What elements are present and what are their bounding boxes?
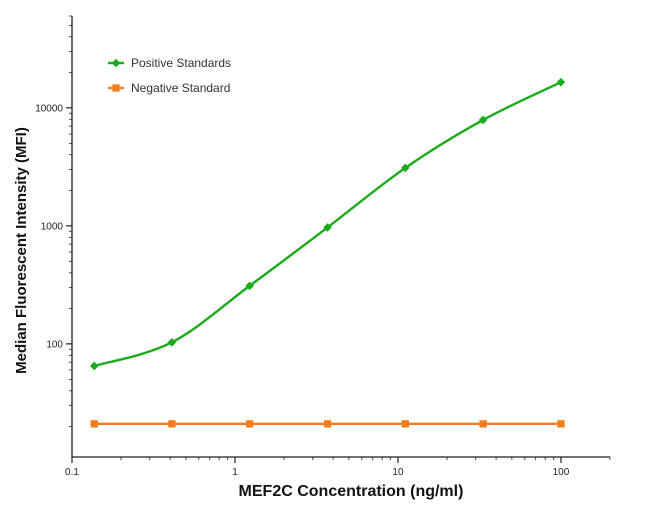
x-ticks: 0.1 1 10 100 <box>65 457 611 478</box>
legend-label: Negative Standard <box>131 81 230 95</box>
series-layer <box>89 77 566 428</box>
x-tick-label: 1 <box>232 467 238 478</box>
legend-swatch-marker <box>111 58 121 68</box>
x-tick-label: 100 <box>553 467 570 478</box>
data-point <box>557 420 565 428</box>
legend-swatch-marker <box>112 84 120 92</box>
data-point <box>401 420 410 428</box>
x-tick-label: 0.1 <box>65 467 79 478</box>
legend-item: Negative Standard <box>108 81 230 95</box>
y-tick-label: 100 <box>46 339 63 350</box>
data-point <box>401 163 410 173</box>
y-ticks: 100 1000 10000 <box>35 15 72 427</box>
data-point <box>89 361 99 371</box>
legend-label: Positive Standards <box>131 56 231 70</box>
y-tick-label: 10000 <box>35 103 63 114</box>
x-tick-label: 10 <box>392 467 404 478</box>
legend: Positive Standards Negative Standard <box>108 56 231 95</box>
x-axis-title: MEF2C Concentration (ng/ml) <box>239 483 464 500</box>
data-point <box>478 115 488 125</box>
y-tick-label: 1000 <box>41 221 64 232</box>
data-point <box>323 420 332 428</box>
data-point <box>479 420 487 428</box>
data-point <box>168 420 176 428</box>
legend-item: Positive Standards <box>108 56 231 70</box>
data-point <box>90 420 98 428</box>
series-negative-standard <box>90 420 565 428</box>
data-point <box>323 223 332 232</box>
data-point <box>245 281 254 291</box>
series-positive-standards <box>89 77 566 371</box>
data-point <box>245 420 254 428</box>
data-point <box>167 338 177 347</box>
y-axis-title: Median Fluorescent Intensity (MFI) <box>13 127 30 374</box>
data-point <box>556 77 566 87</box>
